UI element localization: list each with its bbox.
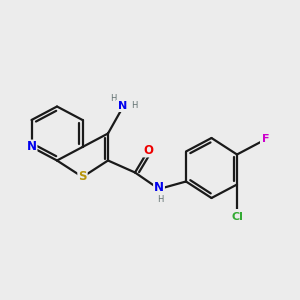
Text: N: N (26, 140, 37, 154)
Text: F: F (262, 134, 270, 145)
Text: H: H (131, 101, 137, 110)
Text: O: O (143, 143, 154, 157)
Text: Cl: Cl (231, 212, 243, 222)
Text: N: N (118, 101, 127, 111)
Text: N: N (154, 181, 164, 194)
Text: S: S (78, 170, 87, 184)
Text: H: H (110, 94, 116, 103)
Text: H: H (157, 195, 164, 204)
